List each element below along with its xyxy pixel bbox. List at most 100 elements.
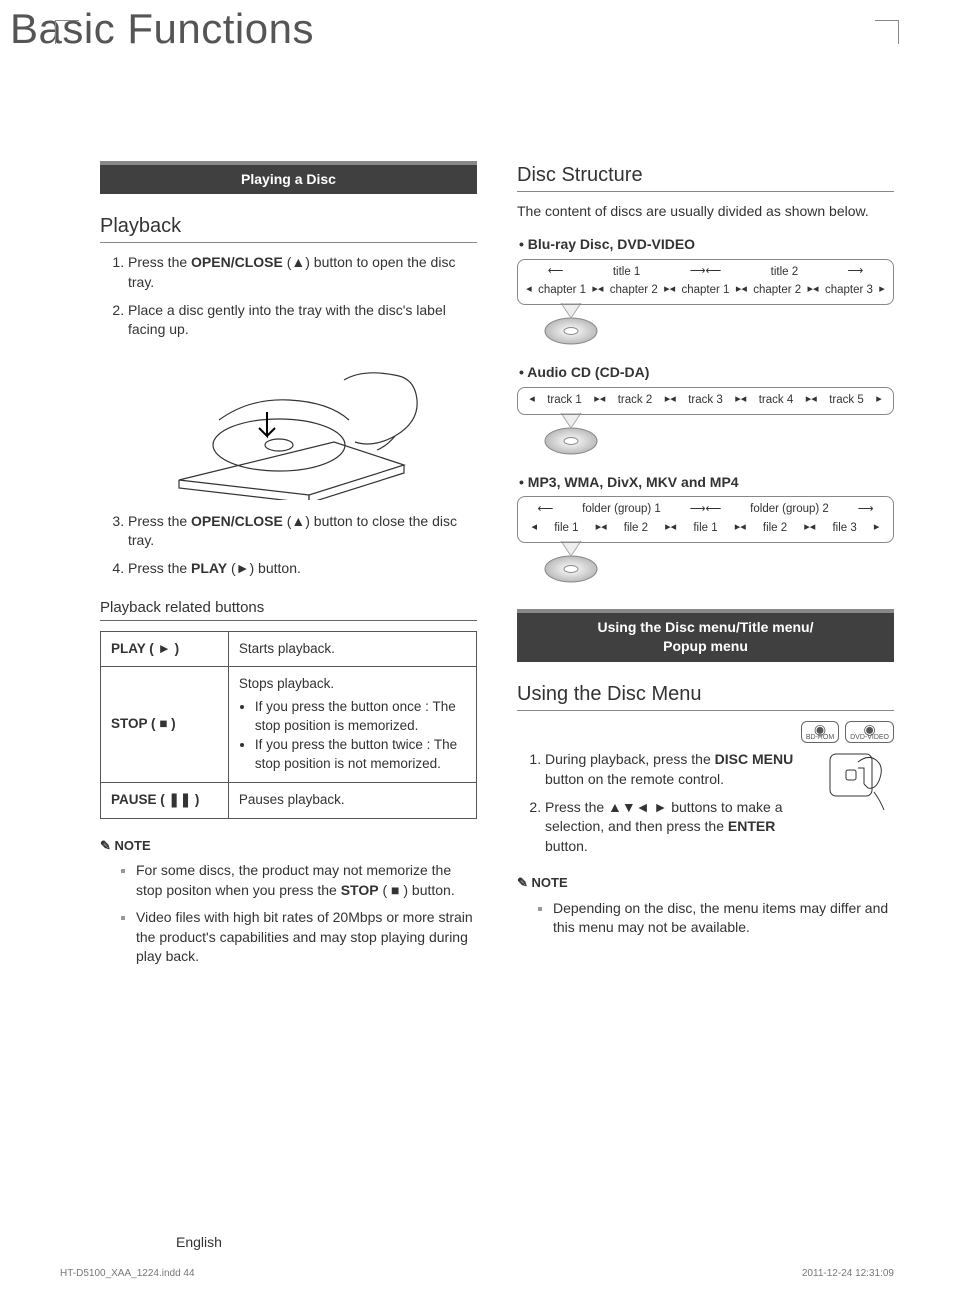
seg-label: file 2 bbox=[761, 520, 789, 536]
step-text: Place a disc gently into the tray with t… bbox=[128, 302, 446, 338]
seg-label: track 3 bbox=[686, 392, 725, 408]
note-text: Video files with high bit rates of 20Mbp… bbox=[136, 909, 473, 964]
btn-desc: Starts playback. bbox=[228, 631, 476, 667]
step-text: Press the bbox=[128, 513, 191, 529]
disc-icon bbox=[541, 541, 601, 587]
section-bar-menu: Using the Disc menu/Title menu/ Popup me… bbox=[517, 609, 894, 662]
step-item: Press the PLAY (►) button. bbox=[128, 559, 477, 579]
seg-label: track 5 bbox=[827, 392, 866, 408]
struct-intro: The content of discs are usually divided… bbox=[517, 202, 894, 222]
arrow-icon: ◂ bbox=[529, 392, 535, 407]
step-text: button. bbox=[545, 838, 588, 854]
arrow-icon: ⟶ bbox=[848, 264, 864, 279]
subheading-related-buttons: Playback related buttons bbox=[100, 597, 477, 621]
seg-label: folder (group) 2 bbox=[748, 501, 831, 517]
note-heading: NOTE bbox=[517, 874, 894, 892]
arrow-icon: ▸◂ bbox=[808, 282, 819, 297]
list-item: If you press the button twice : The stop… bbox=[255, 736, 466, 774]
arrow-icon: ▸◂ bbox=[735, 392, 746, 407]
btn-name: STOP ( ■ ) bbox=[101, 667, 229, 782]
remote-press-illustration bbox=[824, 744, 894, 814]
seg-label: file 1 bbox=[691, 520, 719, 536]
heading-disc-structure: Disc Structure bbox=[517, 161, 894, 192]
struct-heading-files: MP3, WMA, DivX, MKV and MP4 bbox=[519, 473, 894, 493]
note-text: ( ■ ) button. bbox=[379, 882, 455, 898]
struct-row: ⟵ title 1 ⟶⟵ title 2 ⟶ bbox=[524, 264, 887, 280]
step-text: Press the bbox=[128, 254, 191, 270]
struct-heading-bluray: Blu-ray Disc, DVD-VIDEO bbox=[519, 235, 894, 255]
left-column: Playing a Disc Playback Press the OPEN/C… bbox=[100, 161, 477, 975]
buttons-table: PLAY ( ► ) Starts playback. STOP ( ■ ) S… bbox=[100, 631, 477, 819]
arrow-icon: ▸◂ bbox=[594, 392, 605, 407]
badge-label: DVD-VIDEO bbox=[850, 734, 889, 741]
disc-icon bbox=[541, 413, 601, 459]
seg-label: title 1 bbox=[611, 264, 643, 280]
note-heading: NOTE bbox=[100, 837, 477, 855]
table-row: STOP ( ■ ) Stops playback. If you press … bbox=[101, 667, 477, 782]
arrow-icon: ⟶ bbox=[858, 502, 874, 517]
arrow-icon: ▸◂ bbox=[665, 520, 676, 535]
badge-label: BD-ROM bbox=[806, 734, 834, 741]
print-meta: HT-D5100_XAA_1224.indd 44 2011-12-24 12:… bbox=[60, 1267, 894, 1281]
arrow-icon: ▸ bbox=[876, 392, 882, 407]
arrow-icon: ◂ bbox=[532, 520, 538, 535]
playback-steps-a: Press the OPEN/CLOSE (▲) button to open … bbox=[100, 253, 477, 339]
step-bold: OPEN/CLOSE bbox=[191, 513, 283, 529]
step-item: Place a disc gently into the tray with t… bbox=[128, 301, 477, 340]
badge-bdrom: ◉BD-ROM bbox=[801, 721, 839, 743]
arrow-icon: ⟶⟵ bbox=[690, 264, 722, 279]
seg-label: chapter 1 bbox=[680, 282, 732, 298]
disc-tray-illustration bbox=[159, 350, 419, 500]
seg-label: chapter 3 bbox=[823, 282, 875, 298]
footer-language: English bbox=[0, 1233, 954, 1253]
step-item: Press the OPEN/CLOSE (▲) button to open … bbox=[128, 253, 477, 292]
btn-desc-list: If you press the button once : The stop … bbox=[239, 698, 466, 774]
page-columns: Playing a Disc Playback Press the OPEN/C… bbox=[0, 81, 954, 1015]
seg-label: file 2 bbox=[622, 520, 650, 536]
seg-label: title 2 bbox=[769, 264, 801, 280]
arrow-icon: ▸ bbox=[879, 282, 885, 297]
arrow-icon: ▸◂ bbox=[736, 282, 747, 297]
seg-label: track 2 bbox=[616, 392, 655, 408]
disc-icon bbox=[541, 303, 601, 349]
format-badges: ◉BD-ROM ◉DVD-VIDEO bbox=[517, 721, 894, 745]
step-bold: DISC MENU bbox=[715, 751, 794, 767]
struct-heading-cd: Audio CD (CD-DA) bbox=[519, 363, 894, 383]
list-item: For some discs, the product may not memo… bbox=[136, 861, 477, 900]
meta-timestamp: 2011-12-24 12:31:09 bbox=[802, 1267, 894, 1281]
note-list: Depending on the disc, the menu items ma… bbox=[517, 899, 894, 938]
step-text: (►) button. bbox=[227, 560, 301, 576]
step-bold: PLAY bbox=[191, 560, 227, 576]
list-item: Video files with high bit rates of 20Mbp… bbox=[136, 908, 477, 967]
struct-box-cd: ◂track 1▸◂track 2▸◂track 3▸◂track 4▸◂tra… bbox=[517, 387, 894, 415]
btn-name: PAUSE ( ❚❚ ) bbox=[101, 782, 229, 818]
seg-label: chapter 2 bbox=[608, 282, 660, 298]
step-text: Press the bbox=[128, 560, 191, 576]
arrow-icon: ▸◂ bbox=[592, 282, 603, 297]
arrow-icon: ⟵ bbox=[548, 264, 564, 279]
btn-desc: Pauses playback. bbox=[228, 782, 476, 818]
arrow-icon: ⟵ bbox=[537, 502, 553, 517]
seg-label: track 4 bbox=[757, 392, 796, 408]
arrow-icon: ▸◂ bbox=[735, 520, 746, 535]
arrow-icon: ⟶⟵ bbox=[690, 502, 722, 517]
playback-steps-b: Press the OPEN/CLOSE (▲) button to close… bbox=[100, 512, 477, 579]
badge-dvdvideo: ◉DVD-VIDEO bbox=[845, 721, 894, 743]
list-item: If you press the button once : The stop … bbox=[255, 698, 466, 736]
step-item: Press the OPEN/CLOSE (▲) button to close… bbox=[128, 512, 477, 551]
btn-desc: Stops playback. If you press the button … bbox=[228, 667, 476, 782]
meta-filename: HT-D5100_XAA_1224.indd 44 bbox=[60, 1267, 195, 1281]
struct-box-bluray: ⟵ title 1 ⟶⟵ title 2 ⟶ ◂ chapter 1 ▸◂ chapt… bbox=[517, 259, 894, 305]
struct-row: ◂track 1▸◂track 2▸◂track 3▸◂track 4▸◂tra… bbox=[524, 392, 887, 408]
arrow-icon: ▸ bbox=[874, 520, 880, 535]
arrow-icon: ▸◂ bbox=[804, 520, 815, 535]
struct-row: ◂chapter 1▸◂chapter 2▸◂chapter 1▸◂chapte… bbox=[524, 282, 887, 298]
arrow-icon: ◂ bbox=[526, 282, 532, 297]
struct-row: ◂file 1▸◂file 2▸◂file 1▸◂file 2▸◂file 3▸ bbox=[524, 520, 887, 536]
table-row: PLAY ( ► ) Starts playback. bbox=[101, 631, 477, 667]
note-bold: STOP bbox=[341, 882, 379, 898]
heading-playback: Playback bbox=[100, 212, 477, 243]
arrow-icon: ▸◂ bbox=[665, 392, 676, 407]
step-bold: ENTER bbox=[728, 818, 775, 834]
arrow-icon: ▸◂ bbox=[664, 282, 675, 297]
